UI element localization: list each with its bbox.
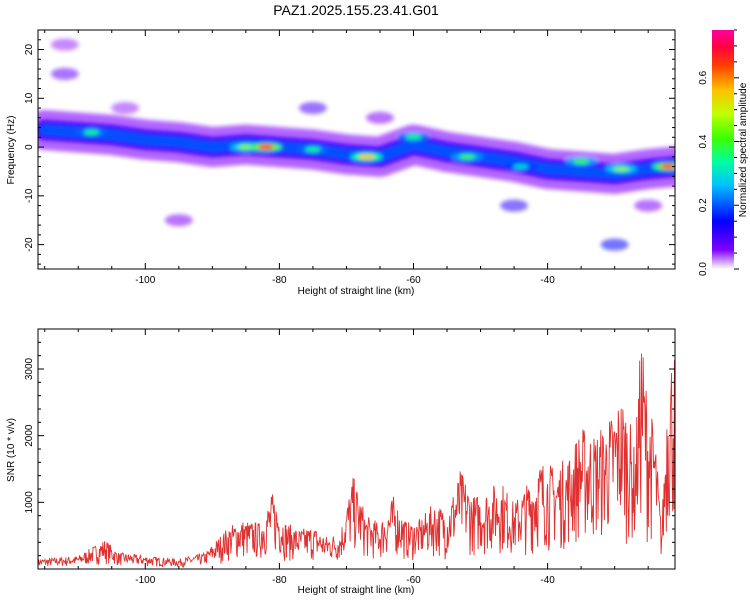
x-tick-label: -60 [406,275,421,286]
colorbar-gradient [712,30,734,269]
spectrogram-frame [37,29,676,270]
weak-feature [50,67,79,80]
weak-feature [111,102,140,115]
snr-ticks: -100 -80 -60 -40 1000 2000 3000 [24,328,675,586]
snr-panel: -100 -80 -60 -40 1000 2000 3000 Height of stra… [6,328,676,596]
spectrogram-ylabel: Frequency (Hz) [6,116,17,185]
y-tick-label: 2000 [24,424,35,447]
x-tick-label: -100 [135,575,155,586]
spectral-peak [405,134,422,140]
spectral-peak [512,164,529,170]
figure-title: PAZ1.2025.155.23.41.G01 [273,2,439,18]
x-tick-label: -40 [540,575,555,586]
x-tick-label: -80 [272,275,287,286]
weak-feature [500,199,529,212]
y-tick-label: 1000 [24,491,35,514]
spectral-peak [304,147,321,152]
spectral-peak [613,166,630,172]
colorbar-ticks: 0.0 0.2 0.4 0.6 [698,29,739,276]
weak-feature [50,38,79,51]
y-tick-label: 20 [24,44,35,56]
weak-feature [600,238,629,251]
spectrogram-xlabel: Height of straight line (km) [298,286,415,297]
weak-feature [298,102,327,115]
colorbar-tick-label: 0.2 [698,198,709,212]
spectral-peak [459,154,476,160]
colorbar: 0.0 0.2 0.4 0.6 Normalized spectral amplitu… [698,29,749,276]
spectral-peak [358,154,375,160]
spectrogram-image [38,38,675,251]
snr-ylabel: SNR (10 * v/v) [6,418,17,482]
spectral-peak [237,144,254,150]
x-tick-label: -100 [135,275,155,286]
colorbar-tick-label: 0.6 [698,70,709,84]
y-tick-label: -10 [24,188,35,203]
colorbar-label: Normalized spectral amplitude [738,82,749,217]
colorbar-tick-label: 0.0 [698,262,709,276]
colorbar-tick-label: 0.4 [698,134,709,148]
y-tick-label: -20 [24,237,35,252]
spectral-peak [83,129,100,135]
y-tick-label: 3000 [24,357,35,380]
weak-feature [365,111,394,124]
y-tick-label: 0 [24,144,35,150]
y-tick-label: 10 [24,92,35,104]
spectral-peak [257,144,274,150]
spectral-peak [660,164,675,170]
x-tick-label: -60 [406,575,421,586]
x-tick-label: -80 [272,575,287,586]
spectral-peak [573,159,590,165]
x-tick-label: -40 [540,275,555,286]
snr-series-line [38,353,675,568]
weak-feature [634,199,663,212]
snr-xlabel: Height of straight line (km) [298,585,415,596]
weak-feature [164,214,193,227]
